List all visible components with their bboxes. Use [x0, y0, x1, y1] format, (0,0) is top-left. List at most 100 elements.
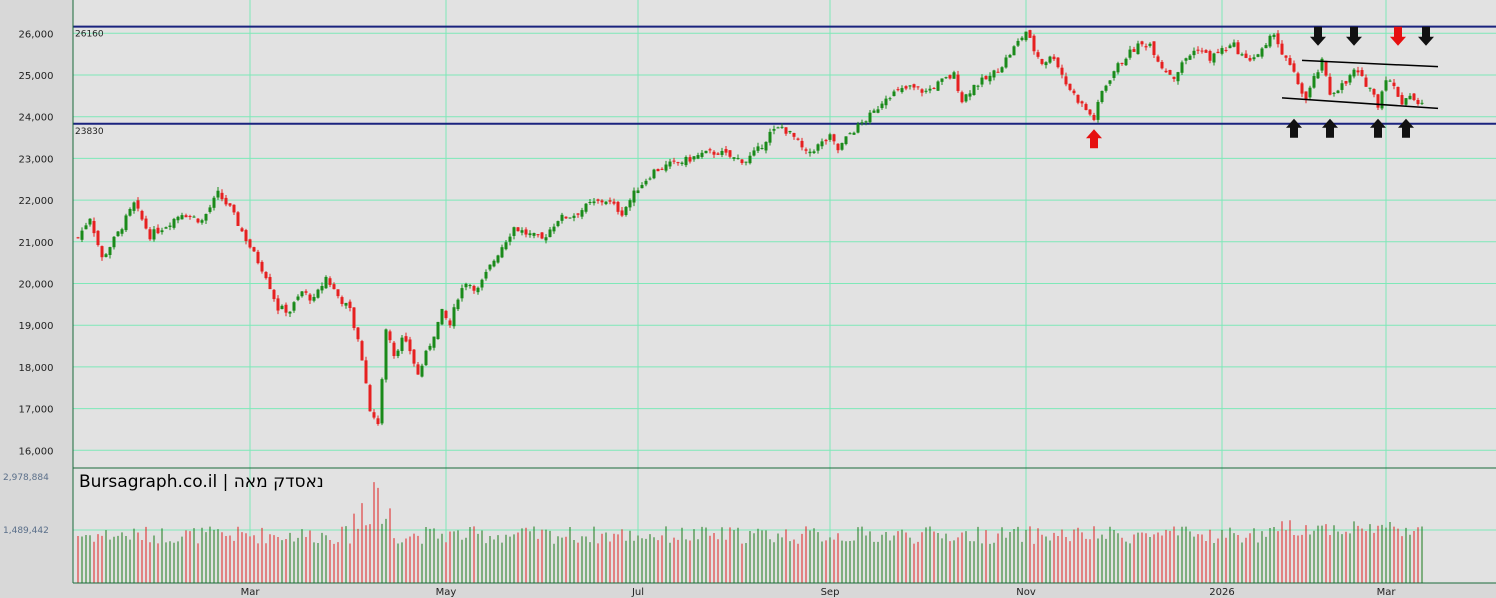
candle-body — [652, 169, 656, 179]
candle-body — [1308, 87, 1312, 98]
candle-body — [636, 190, 640, 194]
candle-body — [680, 162, 684, 164]
candle-body — [388, 331, 392, 341]
candle-body — [448, 320, 452, 326]
candle-body — [896, 89, 900, 91]
candle-body — [404, 336, 408, 342]
candle-body — [1380, 91, 1384, 109]
plot-background — [73, 0, 1496, 583]
candle-body — [860, 122, 864, 124]
candle-body — [1120, 62, 1124, 64]
candle-body — [428, 345, 432, 350]
candle-body — [472, 285, 476, 291]
candle-body — [168, 225, 172, 227]
candle-body — [76, 237, 80, 239]
candle-body — [304, 291, 308, 293]
candle-body — [244, 230, 248, 242]
candle-body — [1248, 58, 1252, 61]
volume-tick-label: 2,978,884 — [3, 473, 49, 483]
candle-body — [812, 151, 816, 154]
candle-body — [796, 138, 800, 140]
candle-body — [996, 71, 1000, 73]
candle-body — [1332, 92, 1336, 94]
candle-body — [80, 230, 84, 240]
candle-body — [1168, 70, 1172, 75]
candle-body — [1064, 76, 1068, 85]
candle-body — [1084, 104, 1088, 110]
candle-body — [668, 161, 672, 167]
candle-body — [1392, 82, 1396, 87]
candle-body — [1372, 88, 1376, 95]
candle-body — [784, 127, 788, 134]
candle-body — [1244, 53, 1248, 58]
y-tick-label: 25,000 — [19, 71, 54, 82]
candle-body — [1048, 56, 1052, 63]
candle-body — [1112, 71, 1116, 78]
candle-body — [540, 232, 544, 239]
candle-body — [880, 103, 884, 109]
candle-body — [1384, 80, 1388, 91]
candle-body — [1340, 83, 1344, 90]
candle-body — [1020, 37, 1024, 40]
candle-body — [228, 203, 232, 206]
candle-body — [628, 200, 632, 208]
candle-body — [616, 201, 620, 212]
candle-body — [904, 86, 908, 89]
candle-body — [324, 276, 328, 289]
candle-body — [760, 148, 764, 150]
candle-body — [120, 229, 124, 234]
candle-body — [156, 227, 160, 234]
y-tick-label: 20,000 — [19, 280, 54, 291]
candle-body — [1360, 70, 1364, 77]
trendline — [1301, 59, 1439, 68]
candle-body — [440, 308, 444, 325]
candle-body — [368, 385, 372, 412]
candle-body — [832, 134, 836, 142]
candle-body — [1352, 69, 1356, 77]
candle-body — [116, 231, 120, 237]
candle-body — [416, 364, 420, 375]
candle-body — [480, 279, 484, 288]
candle-body — [1032, 35, 1036, 52]
candle-body — [332, 284, 336, 290]
candle-body — [952, 72, 956, 79]
candle-body — [528, 233, 532, 236]
candle-body — [468, 285, 472, 287]
candle-body — [564, 216, 568, 219]
candle-body — [1252, 57, 1256, 60]
candle-body — [972, 84, 976, 95]
candle-body — [1364, 77, 1368, 87]
candle-body — [640, 184, 644, 189]
candle-body — [672, 160, 676, 162]
candle-body — [204, 213, 208, 221]
candle-body — [956, 74, 960, 91]
candle-body — [160, 230, 164, 233]
candle-body — [1152, 41, 1156, 55]
x-tick-label: Jul — [631, 587, 644, 598]
candle-body — [676, 162, 680, 164]
candle-body — [488, 264, 492, 270]
candle-body — [664, 164, 668, 171]
candle-body — [1256, 54, 1260, 57]
candle-body — [300, 291, 304, 297]
arrow-down-icon — [1310, 26, 1326, 46]
candle-body — [1108, 80, 1112, 84]
candle-body — [884, 98, 888, 106]
candle-body — [236, 212, 240, 226]
y-tick-label: 26,000 — [19, 29, 54, 40]
candle-body — [772, 128, 776, 131]
y-tick-label: 23,000 — [19, 154, 54, 165]
candle-body — [432, 336, 436, 348]
candle-body — [1160, 61, 1164, 69]
candle-body — [232, 204, 236, 213]
candle-body — [968, 93, 972, 97]
candle-body — [1072, 90, 1076, 94]
candle-body — [104, 254, 108, 257]
candle-body — [948, 75, 952, 79]
candle-body — [1240, 54, 1244, 56]
candle-body — [532, 232, 536, 236]
candle-body — [1400, 95, 1404, 105]
candle-body — [136, 200, 140, 209]
x-tick-label: 2026 — [1209, 587, 1234, 598]
candle-body — [1100, 90, 1104, 102]
